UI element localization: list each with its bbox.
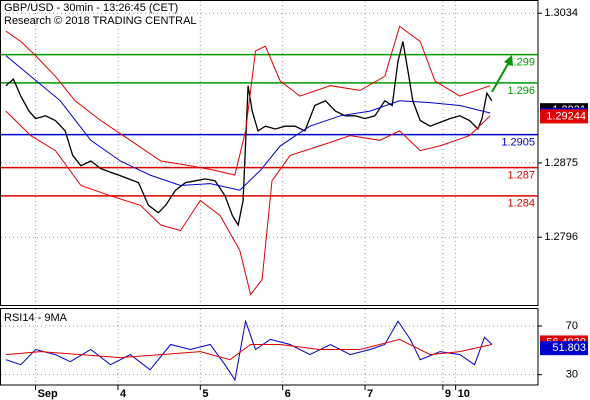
- price-label: 1.29244: [546, 110, 586, 122]
- level-label: 1.296: [507, 85, 535, 97]
- price-frame: [0, 0, 539, 306]
- y-tick-label: 70: [566, 320, 578, 332]
- x-tick-label: 6: [285, 388, 291, 400]
- x-tick-label: 9: [445, 388, 451, 400]
- series-line: [5, 41, 493, 227]
- y-tick-label: 1.2796: [544, 231, 578, 243]
- x-tick-label: Sep: [38, 388, 58, 400]
- level-label: 1.284: [507, 198, 535, 210]
- price-label: 51.803: [552, 342, 586, 354]
- y-tick-label: 1.2875: [544, 157, 578, 169]
- x-tick-label: 7: [367, 388, 373, 400]
- forecast-arrowhead: [504, 55, 513, 66]
- price-label-box: [540, 109, 588, 124]
- chart-title: GBP/USD - 30min - 13:26:45 (CET): [4, 2, 178, 14]
- x-tick-label: 10: [458, 388, 470, 400]
- forecast-arrow: [491, 61, 510, 93]
- price-label-box: [540, 341, 588, 356]
- rsi-frame: [0, 308, 539, 386]
- level-label: 1.299: [507, 57, 535, 69]
- level-label: 1.2905: [501, 137, 535, 149]
- series-line: [5, 55, 491, 191]
- level-label: 1.287: [507, 169, 535, 181]
- y-tick-label: 30: [566, 369, 578, 381]
- series-line: [5, 338, 493, 361]
- x-tick-label: 5: [202, 388, 208, 400]
- chart-subtitle: Research © 2018 TRADING CENTRAL: [4, 15, 197, 27]
- series-line: [5, 319, 493, 382]
- x-tick-label: 4: [120, 388, 127, 400]
- series-line: [5, 110, 491, 296]
- rsi-title: RSI14 - 9MA: [4, 312, 68, 324]
- series-line: [5, 25, 491, 176]
- y-tick-label: 1.3034: [544, 7, 578, 19]
